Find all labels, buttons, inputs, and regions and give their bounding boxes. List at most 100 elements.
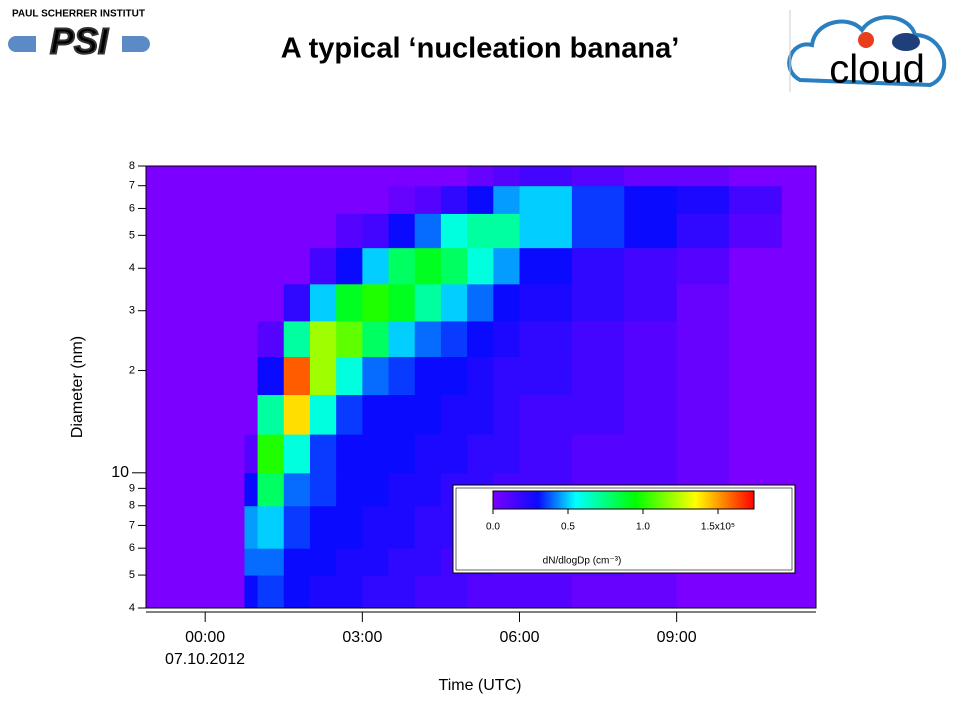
heat-cell bbox=[571, 434, 625, 474]
colorbar-label: dN/dlogDp (cm⁻³) bbox=[543, 556, 622, 567]
heat-cell bbox=[467, 320, 494, 357]
x-axis-label: Time (UTC) bbox=[439, 677, 522, 694]
heat-cell bbox=[676, 283, 730, 322]
heat-cell bbox=[388, 166, 416, 187]
heat-cell bbox=[283, 320, 311, 357]
heat-cell bbox=[571, 166, 625, 187]
colorbar-tick-label: 0.0 bbox=[486, 522, 500, 533]
heat-cell bbox=[283, 166, 311, 187]
x-tick-label: 03:00 bbox=[342, 629, 382, 646]
heat-cell bbox=[362, 283, 390, 322]
heat-cell bbox=[414, 185, 442, 214]
heat-cell bbox=[493, 283, 521, 322]
heat-cell bbox=[571, 394, 625, 435]
heat-cell bbox=[676, 394, 730, 435]
heat-cell bbox=[283, 247, 311, 285]
heat-cell bbox=[362, 213, 390, 249]
heat-cell bbox=[309, 166, 337, 187]
y-axis-label: Diameter (nm) bbox=[69, 336, 86, 438]
heat-cell bbox=[467, 247, 494, 285]
heat-cell bbox=[388, 185, 416, 214]
heat-cell bbox=[283, 548, 311, 576]
x-tick-label: 00:00 bbox=[185, 629, 225, 646]
heat-cell bbox=[676, 434, 730, 474]
heat-cell bbox=[309, 247, 337, 285]
heat-cell bbox=[493, 394, 521, 435]
cloud-ellipse bbox=[892, 33, 920, 51]
x-tick-label: 06:00 bbox=[499, 629, 539, 646]
y-tick-label: 9 bbox=[129, 482, 135, 494]
chart-title: A typical ‘nucleation banana’ bbox=[281, 33, 680, 65]
heat-cell bbox=[309, 505, 337, 549]
heat-cell bbox=[283, 472, 311, 507]
heat-cell bbox=[336, 505, 363, 549]
heat-cell bbox=[624, 320, 678, 357]
heat-cell bbox=[283, 394, 311, 435]
heat-cell bbox=[388, 247, 416, 285]
y-tick-label: 6 bbox=[129, 202, 135, 214]
heat-cell bbox=[440, 213, 468, 249]
heat-cell bbox=[336, 247, 363, 285]
heat-cell bbox=[257, 548, 285, 576]
heat-cell bbox=[257, 394, 285, 435]
heat-cell bbox=[336, 320, 363, 357]
heat-cell bbox=[414, 356, 442, 396]
heat-cell bbox=[493, 185, 521, 214]
heat-cell bbox=[571, 185, 625, 214]
heat-cell bbox=[388, 283, 416, 322]
heat-cell bbox=[729, 575, 782, 609]
heat-cell bbox=[362, 548, 390, 576]
heat-cell bbox=[388, 548, 416, 576]
heat-cell bbox=[414, 394, 442, 435]
heat-cell bbox=[467, 166, 494, 187]
heat-cell bbox=[519, 213, 573, 249]
x-date-label: 07.10.2012 bbox=[165, 651, 245, 668]
heat-cell bbox=[362, 356, 390, 396]
heat-cell bbox=[519, 320, 573, 357]
heat-cell bbox=[440, 394, 468, 435]
y-tick-label: 5 bbox=[129, 569, 135, 581]
heat-cell bbox=[467, 434, 494, 474]
heat-cell bbox=[244, 548, 259, 576]
heat-cell bbox=[414, 247, 442, 285]
y-tick-label: 4 bbox=[129, 602, 135, 614]
heat-cell bbox=[283, 434, 311, 474]
heat-cell bbox=[493, 434, 521, 474]
heat-cell bbox=[257, 283, 285, 322]
colorbar-tick-label: 0.5 bbox=[561, 522, 575, 533]
heat-cell bbox=[571, 575, 625, 609]
heat-cell bbox=[624, 185, 678, 214]
y-tick-label: 6 bbox=[129, 542, 135, 554]
y-tick-label: 10 bbox=[111, 464, 129, 481]
heat-cell bbox=[624, 213, 678, 249]
heat-cell bbox=[440, 166, 468, 187]
heat-cell bbox=[493, 213, 521, 249]
heat-cell bbox=[388, 394, 416, 435]
heat-cell bbox=[440, 185, 468, 214]
heat-cell bbox=[362, 505, 390, 549]
heat-cell bbox=[624, 356, 678, 396]
heat-cell bbox=[257, 247, 285, 285]
heat-cell bbox=[244, 166, 259, 187]
heat-cell bbox=[244, 213, 259, 249]
heat-cell bbox=[309, 472, 337, 507]
heat-cell bbox=[388, 434, 416, 474]
heat-cell bbox=[362, 575, 390, 609]
heat-cell bbox=[336, 575, 363, 609]
y-tick-label: 3 bbox=[129, 305, 135, 317]
heat-cell bbox=[467, 213, 494, 249]
heat-cell bbox=[309, 575, 337, 609]
heat-cell bbox=[283, 185, 311, 214]
heat-cell bbox=[336, 166, 363, 187]
heat-cell bbox=[362, 472, 390, 507]
heat-cell bbox=[624, 283, 678, 322]
colorbar-tick-label: 1.0 bbox=[636, 522, 650, 533]
cloud-logo: cloud bbox=[829, 48, 925, 92]
y-tick-label: 7 bbox=[129, 180, 135, 192]
heat-cell bbox=[414, 575, 442, 609]
heat-cell bbox=[624, 166, 678, 187]
x-tick-label: 09:00 bbox=[657, 629, 697, 646]
heat-cell bbox=[388, 356, 416, 396]
heat-cell bbox=[257, 434, 285, 474]
heat-cell bbox=[244, 247, 259, 285]
